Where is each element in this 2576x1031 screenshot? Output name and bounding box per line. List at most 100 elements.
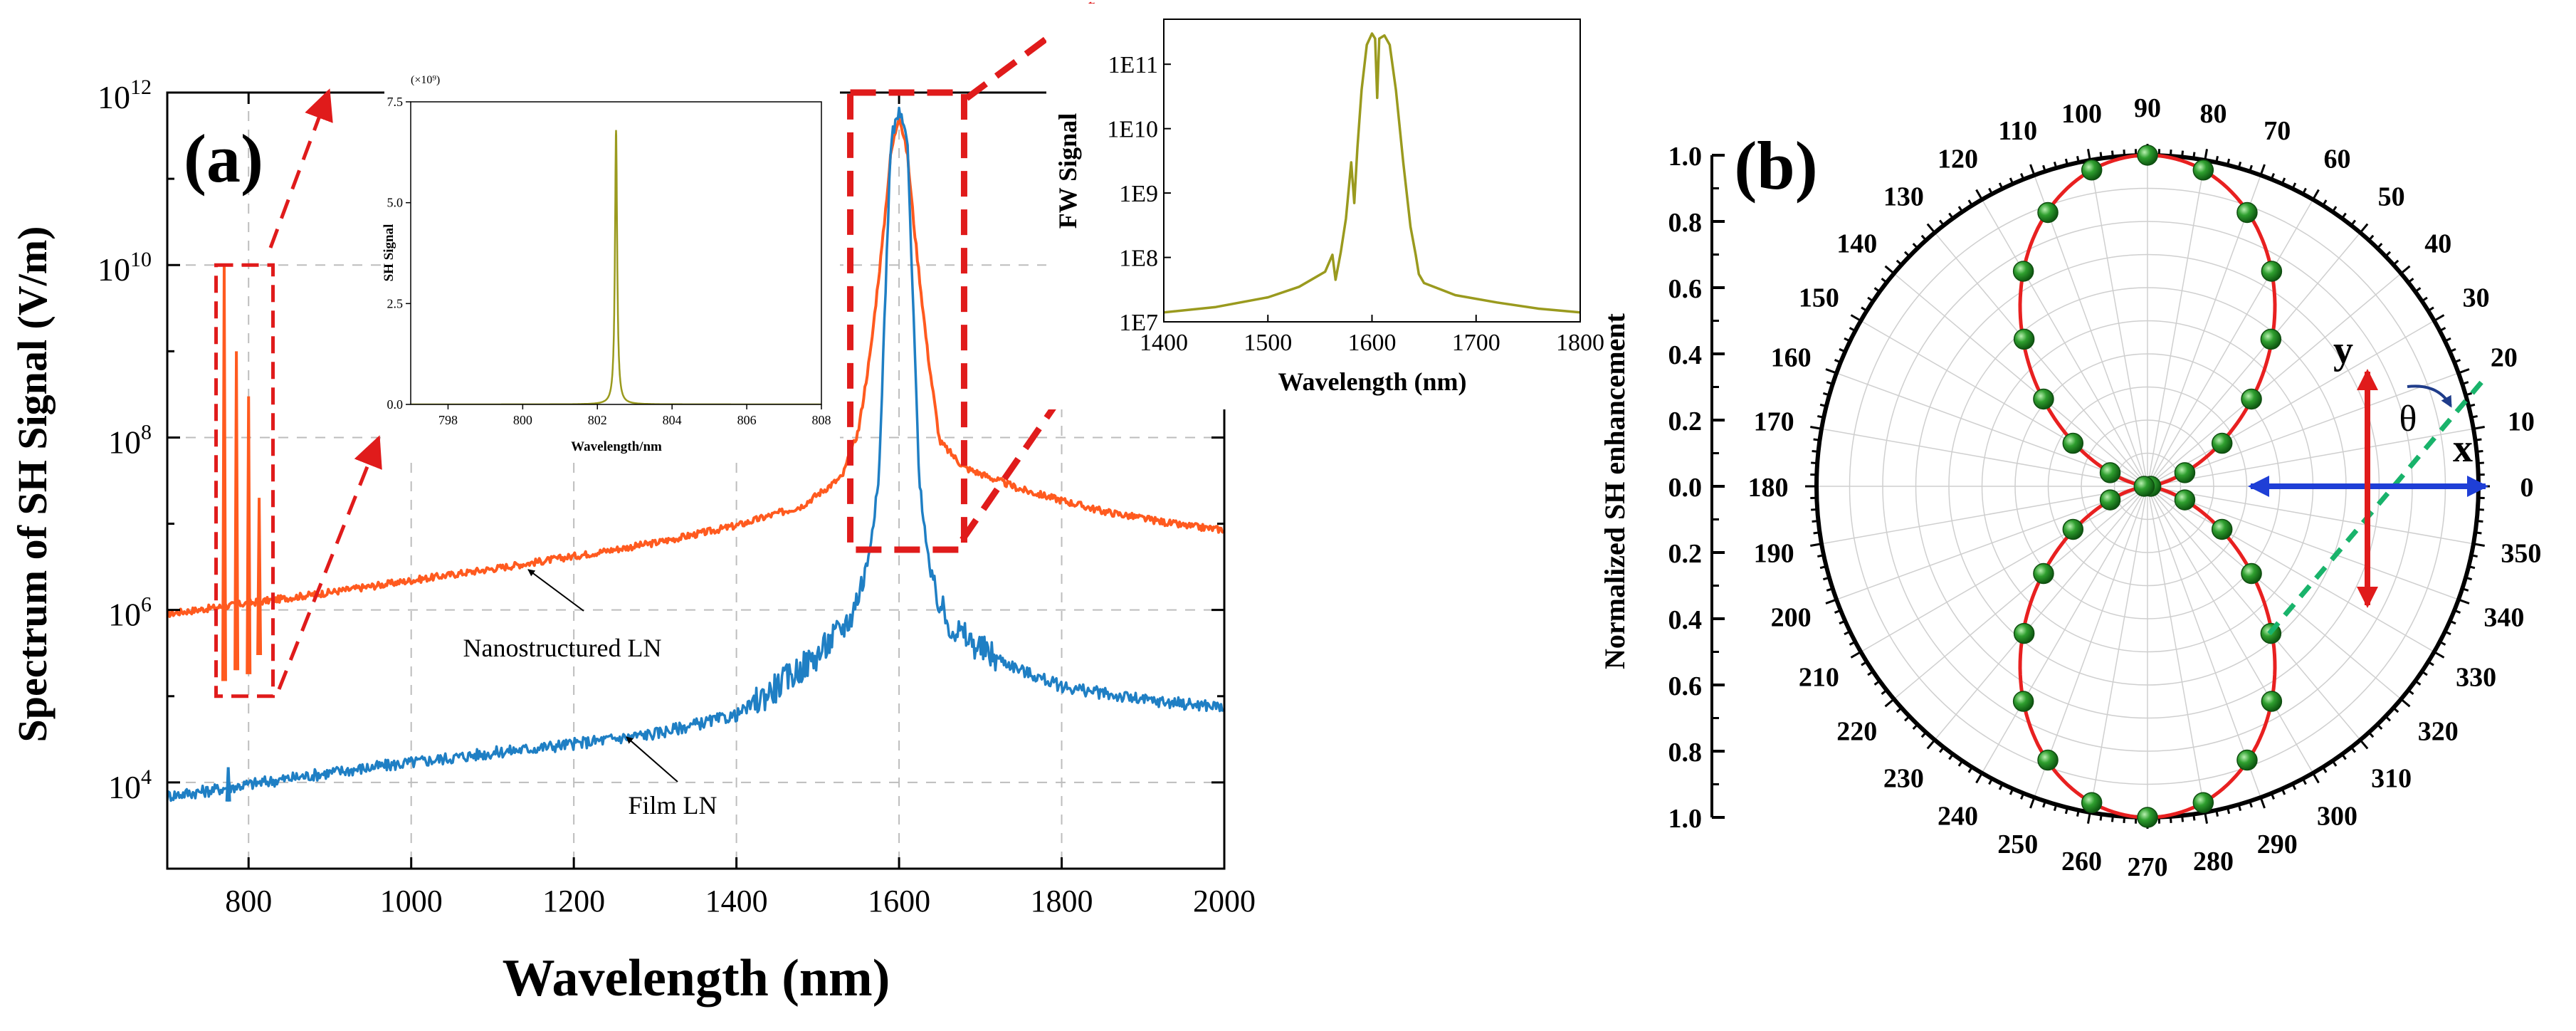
polar-angle-tick xyxy=(2449,347,2456,353)
polar-angle-tick xyxy=(1825,368,1837,375)
polar-angle-tick xyxy=(1896,707,1903,713)
polar-angle-tick xyxy=(1881,277,1888,283)
polar-angle-tick xyxy=(2414,287,2422,293)
inset-fw-y-tick-label: 1E9 xyxy=(1119,181,1158,207)
polar-grid-spoke xyxy=(2147,486,2402,700)
polar-angle-tick xyxy=(2227,158,2231,166)
inset-sh-x-label: Wavelength/nm xyxy=(571,439,662,454)
polar-angle-tick xyxy=(2249,164,2253,172)
theta-text: θ xyxy=(2399,399,2417,439)
polar-angle-tick xyxy=(1988,187,1994,195)
polar-angle-tick xyxy=(2259,164,2266,176)
polar-angle-label: 130 xyxy=(1883,182,1924,212)
panel-b-label: (b) xyxy=(1734,127,1817,204)
polar-angle-tick xyxy=(2376,723,2383,731)
polar-angle-tick xyxy=(1873,287,1881,293)
film-spike xyxy=(225,767,231,802)
inset-sh-y-label: SH Signal xyxy=(382,224,396,282)
main-y-tick-label: 1010 xyxy=(98,248,152,288)
polar-angle-tick xyxy=(2270,172,2275,180)
polar-data-points xyxy=(2012,145,2283,828)
polar-angle-label: 80 xyxy=(2200,99,2227,129)
polar-grid-spoke xyxy=(2147,486,2361,740)
polar-angle-tick xyxy=(2042,164,2046,172)
polar-data-point xyxy=(2013,328,2035,350)
zoom-arrow-sh-bottom xyxy=(277,435,382,690)
polar-radial-tick-label: 0.0 xyxy=(1668,473,1703,503)
polar-angle-tick xyxy=(2053,161,2058,169)
polar-angle-tick xyxy=(1819,565,1827,570)
polar-angle-tick xyxy=(2427,661,2434,666)
polar-grid-spoke xyxy=(2147,273,2402,487)
polar-angle-label: 340 xyxy=(2483,602,2524,632)
polar-angle-tick xyxy=(2461,381,2469,385)
main-x-tick-label: 1400 xyxy=(705,884,768,919)
polar-angle-tick xyxy=(1850,651,1862,659)
polar-data-point xyxy=(2012,691,2034,712)
inset-fw-x-label: Wavelength (nm) xyxy=(1278,367,1467,396)
polar-angle-tick xyxy=(2454,359,2461,364)
polar-angle-tick xyxy=(2350,219,2357,226)
nanostructured-spike xyxy=(221,265,227,681)
inset-fw-plot xyxy=(1164,32,1580,314)
polar-angle-label: 210 xyxy=(1799,663,1839,693)
polar-data-point xyxy=(2211,432,2233,454)
polar-angle-tick xyxy=(1948,212,1954,219)
polar-angle-tick xyxy=(2465,392,2473,397)
polar-angle-label: 0 xyxy=(2520,473,2534,503)
inset-sh-frame xyxy=(410,101,822,405)
main-x-tick-label: 800 xyxy=(225,884,272,919)
polar-angle-tick xyxy=(2237,804,2242,812)
polar-grid-spoke xyxy=(2147,486,2474,545)
polar-angle-tick xyxy=(2291,783,2297,790)
polar-angle-label: 270 xyxy=(2128,852,2168,882)
polar-angle-label: 140 xyxy=(1836,229,1877,258)
polar-angle-label: 60 xyxy=(2324,144,2351,174)
polar-angle-tick xyxy=(1967,199,1973,206)
polar-angle-tick xyxy=(2249,800,2253,808)
inset-sh-y-tick-label: 7.5 xyxy=(387,95,404,109)
polar-angle-tick xyxy=(1967,766,1973,773)
main-x-axis-label: Wavelength (nm) xyxy=(503,949,890,1008)
polar-data-point xyxy=(2241,562,2262,585)
polar-data-point xyxy=(2261,261,2283,282)
film-annotation: Film LN xyxy=(628,791,717,820)
polar-angle-tick xyxy=(1817,554,1824,558)
polar-angle-tick xyxy=(2407,277,2414,283)
main-y-tick-label: 1012 xyxy=(98,75,152,115)
inset-fw-y-label: FW Signal xyxy=(1053,113,1082,229)
polar-angle-label: 240 xyxy=(1938,802,1978,832)
polar-data-point xyxy=(2062,518,2084,540)
polar-radial-tick-label: 0.4 xyxy=(1668,340,1703,370)
polar-angle-tick xyxy=(2181,815,2185,822)
main-x-tick-label: 1000 xyxy=(380,884,443,919)
polar-angle-tick xyxy=(2477,461,2484,465)
polar-angle-tick xyxy=(2359,223,2369,234)
polar-angle-tick xyxy=(2473,543,2485,548)
inset-fw-y-tick-label: 1E7 xyxy=(1119,310,1158,336)
polar-angle-label: 110 xyxy=(1998,116,2037,146)
highlight-boxes xyxy=(214,89,967,698)
inset-fw-x-tick-label: 1600 xyxy=(1348,330,1397,356)
polar-angle-tick xyxy=(2204,812,2209,824)
polar-radial-tick-label: 1.0 xyxy=(1668,142,1703,172)
polar-angle-tick xyxy=(1867,670,1874,676)
polar-angle-label: 10 xyxy=(2508,407,2535,436)
polar-angle-tick xyxy=(2468,565,2476,570)
polar-angle-tick xyxy=(2439,640,2446,646)
polar-angle-tick xyxy=(1844,630,1851,636)
polar-angle-tick xyxy=(2458,598,2470,605)
polar-angle-tick xyxy=(2009,177,2014,184)
polar-angle-tick xyxy=(2368,234,2375,241)
polar-angle-tick xyxy=(2259,797,2266,809)
polar-angle-tick xyxy=(2110,150,2114,157)
polar-angle-tick xyxy=(2042,800,2046,808)
polar-grid-spoke xyxy=(2089,159,2148,487)
polar-angle-tick xyxy=(2465,576,2473,581)
polar-angle-label: 160 xyxy=(1771,343,1812,373)
polar-data-point xyxy=(2174,462,2196,483)
polar-data-point xyxy=(2037,202,2059,224)
polar-grid-spoke xyxy=(1934,486,2148,740)
polar-data-point xyxy=(2236,202,2258,224)
